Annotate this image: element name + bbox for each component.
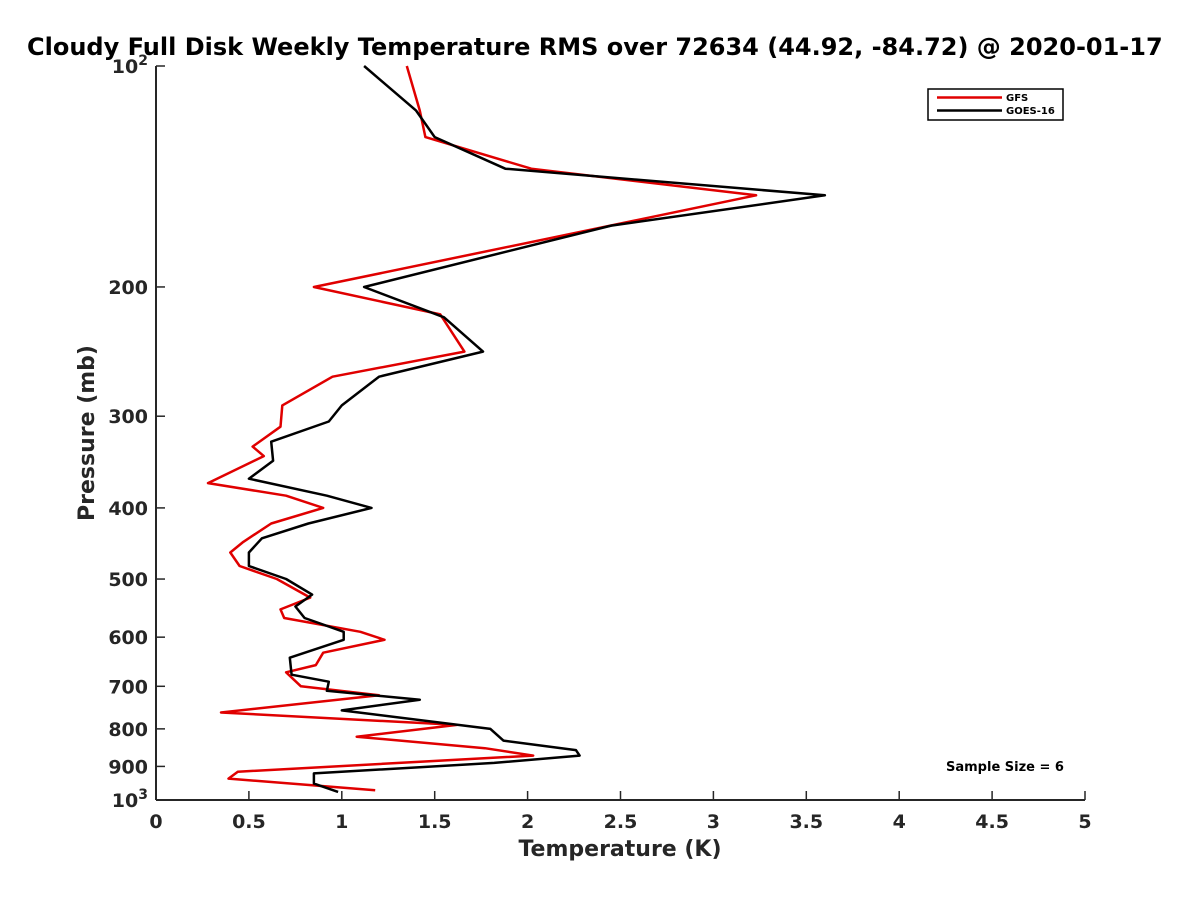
- series-group: [206, 65, 827, 794]
- y-tick-label: 200: [108, 277, 148, 299]
- y-tick-label: 600: [108, 627, 148, 649]
- legend-label-gfs: GFS: [1006, 93, 1028, 104]
- x-tick-label: 0.5: [232, 811, 266, 833]
- legend: GFS GOES-16: [927, 88, 1064, 121]
- series-line-goes16: [247, 65, 827, 794]
- y-tick-label: 500: [108, 569, 148, 591]
- y-tick-label: 103: [112, 787, 148, 812]
- y-tick-label: 300: [108, 406, 148, 428]
- x-tick-label: 4.5: [975, 811, 1009, 833]
- y-axis-label: Pressure (mb): [75, 345, 100, 521]
- x-tick-label: 4: [893, 811, 906, 833]
- x-tick-label: 3: [707, 811, 720, 833]
- x-tick-label: 2: [521, 811, 534, 833]
- chart-title: Cloudy Full Disk Weekly Temperature RMS …: [27, 33, 1163, 61]
- sample-size-annotation: Sample Size = 6: [946, 760, 1064, 775]
- series-line-gfs: [206, 65, 758, 792]
- x-tick-label: 1: [335, 811, 348, 833]
- x-tick-label: 0: [149, 811, 162, 833]
- x-tick-label: 2.5: [604, 811, 638, 833]
- y-tick-label: 700: [108, 676, 148, 698]
- y-tick-label: 400: [108, 498, 148, 520]
- y-axis-ticks: 102 200 300 400 500 600 700 800 900 103: [108, 53, 165, 812]
- legend-box: [927, 88, 1064, 121]
- x-tick-label: 1.5: [418, 811, 452, 833]
- legend-label-goes16: GOES-16: [1006, 106, 1055, 117]
- x-tick-label: 5: [1078, 811, 1091, 833]
- x-tick-label: 3.5: [789, 811, 823, 833]
- y-tick-label: 102: [112, 53, 148, 78]
- y-tick-label: 900: [108, 756, 148, 778]
- y-tick-label: 800: [108, 719, 148, 741]
- x-axis-ticks: 0 0.5 1 1.5 2 2.5 3 3.5 4 4.5 5: [149, 791, 1092, 833]
- x-axis-label: Temperature (K): [518, 837, 721, 862]
